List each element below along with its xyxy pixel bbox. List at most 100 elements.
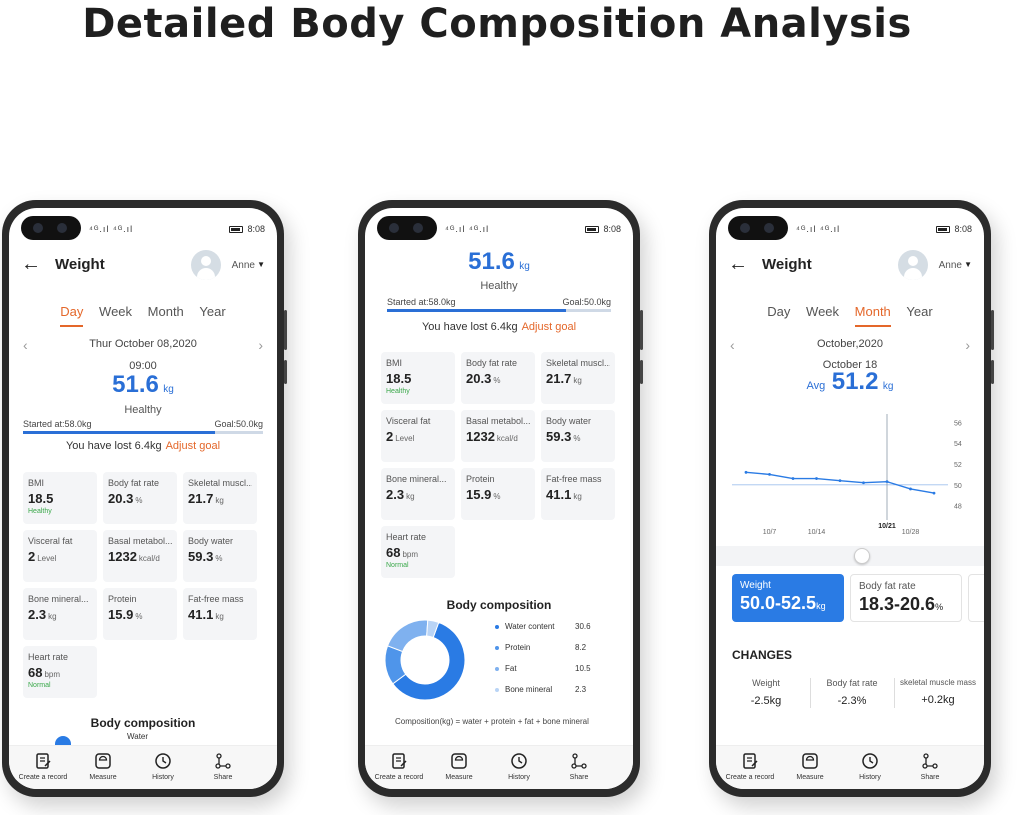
tab-month[interactable]: Month <box>147 304 184 319</box>
metric-unit: % <box>135 496 143 505</box>
front-camera <box>377 216 437 240</box>
tab-year[interactable]: Year <box>199 304 226 319</box>
chevron-left-icon[interactable]: ‹ <box>23 337 28 353</box>
tab-week[interactable]: Week <box>99 304 133 319</box>
user-name[interactable]: Anne <box>231 260 255 271</box>
caret-down-icon[interactable]: ▼ <box>964 260 972 269</box>
adjust-goal-link[interactable]: Adjust goal <box>165 440 221 452</box>
range-cards: Weight 50.0-52.5kg Body fat rate 18.3-20… <box>732 574 984 622</box>
back-arrow-icon[interactable]: ← <box>728 253 748 275</box>
data-point <box>885 480 889 484</box>
metric-number: 2 <box>28 549 36 564</box>
metric-value: 21.7 kg <box>188 491 252 506</box>
data-point <box>838 479 842 483</box>
tab-week[interactable]: Week <box>806 304 840 319</box>
phone-month-view: ⁴ᴳ.ıl ⁴ᴳ.ıl 8:08 ← Weight Anne ▼ Day Wee… <box>709 200 994 797</box>
nav-history[interactable]: History <box>840 752 900 781</box>
chart-scrubber-handle[interactable] <box>854 548 870 564</box>
card-fat-value: 18.3-20.6% <box>859 594 953 615</box>
chevron-right-icon[interactable]: › <box>258 337 263 353</box>
chevron-right-icon[interactable]: › <box>965 337 970 353</box>
card-fat-range[interactable]: Body fat rate 18.3-20.6% <box>850 574 962 622</box>
metric-card[interactable]: Bone mineral... 2.3 kg <box>381 468 455 520</box>
nav-measure[interactable]: Measure <box>73 752 133 781</box>
metric-card[interactable]: BMI 18.5 Healthy <box>381 352 455 404</box>
nav-measure[interactable]: Measure <box>780 752 840 781</box>
avatar[interactable] <box>191 250 221 280</box>
metric-card[interactable]: Skeletal muscl... 21.7 kg <box>541 352 615 404</box>
tab-month[interactable]: Month <box>854 304 891 327</box>
metric-value: 2.3 kg <box>386 487 450 502</box>
metric-label: BMI <box>386 358 403 368</box>
card-weight-range[interactable]: Weight 50.0-52.5kg <box>732 574 844 622</box>
metric-card[interactable]: Basal metabol... 1232 kcal/d <box>103 530 177 582</box>
nav-history[interactable]: History <box>133 752 193 781</box>
data-point <box>791 477 795 480</box>
back-arrow-icon[interactable]: ← <box>21 253 41 275</box>
metric-value: 2 Level <box>28 549 92 564</box>
metrics-grid: BMI 18.5 Healthy Body fat rate 20.3% Skeletal… <box>23 472 259 702</box>
adjust-goal-link[interactable]: Adjust goal <box>521 321 577 333</box>
nav-create-record[interactable]: Create a record <box>720 752 780 781</box>
user-name[interactable]: Anne <box>938 260 962 271</box>
screen: ⁴ᴳ.ıl ⁴ᴳ.ıl 8:08 ← Weight Anne ▼ Day Wee… <box>9 208 277 789</box>
scale-icon <box>802 753 818 769</box>
metric-card[interactable]: Body fat rate 20.3% <box>103 472 177 524</box>
legend-item: Fat 10.5 <box>495 664 605 684</box>
metric-card[interactable]: Body water 59.3% <box>183 530 257 582</box>
metric-card[interactable]: Skeletal muscl... 21.7 kg <box>183 472 257 524</box>
divider <box>894 678 895 708</box>
metric-card[interactable]: Protein 15.9% <box>103 588 177 640</box>
metric-number: 18.5 <box>28 491 54 506</box>
nav-create-record[interactable]: Create a record <box>13 752 73 781</box>
metric-label: Basal metabol... <box>466 416 530 426</box>
status-time: 8:08 <box>603 224 621 234</box>
tab-year[interactable]: Year <box>906 304 933 319</box>
clock-icon <box>511 753 527 769</box>
weight-trend-chart[interactable]: 48 50 52 54 56 10/7 10/14 10/21 10/28 <box>726 404 978 554</box>
metric-card[interactable]: Protein 15.9% <box>461 468 535 520</box>
metric-card[interactable]: Heart rate 68 bpm Normal <box>23 646 97 698</box>
metric-card[interactable]: Visceral fat 2 Level <box>381 410 455 462</box>
nav-history-label: History <box>508 774 530 781</box>
card-next-peek[interactable] <box>968 574 984 622</box>
metric-number: 59.3 <box>546 429 572 444</box>
metric-status: Healthy <box>28 508 52 515</box>
change-fat-value: -2.3% <box>837 695 867 707</box>
nav-history[interactable]: History <box>489 752 549 781</box>
metric-card[interactable]: Fat-free mass 41.1 kg <box>183 588 257 640</box>
nav-share[interactable]: Share <box>549 752 609 781</box>
metric-value: 1232 kcal/d <box>466 429 530 444</box>
tab-day[interactable]: Day <box>60 304 84 327</box>
chevron-left-icon[interactable]: ‹ <box>730 337 735 353</box>
health-status: Healthy <box>480 280 518 292</box>
status-time: 8:08 <box>247 224 265 234</box>
metric-card[interactable]: BMI 18.5 Healthy <box>23 472 97 524</box>
avatar[interactable] <box>898 250 928 280</box>
signal-icon: ⁴ᴳ.ıl ⁴ᴳ.ıl <box>796 224 841 234</box>
metric-card[interactable]: Body fat rate 20.3% <box>461 352 535 404</box>
metric-card[interactable]: Heart rate 68 bpm Normal <box>381 526 455 578</box>
goal-end: Goal:50.0kg <box>562 297 611 307</box>
metric-label: Fat-free mass <box>188 594 244 604</box>
nav-create-record[interactable]: Create a record <box>369 752 429 781</box>
metric-unit: kg <box>573 376 582 385</box>
metric-card[interactable]: Basal metabol... 1232 kcal/d <box>461 410 535 462</box>
lost-text: You have lost 6.4kg <box>421 321 518 333</box>
battery-icon <box>936 226 950 233</box>
metric-card[interactable]: Body water 59.3% <box>541 410 615 462</box>
status-time: 8:08 <box>954 224 972 234</box>
tab-day[interactable]: Day <box>767 304 791 319</box>
metric-card[interactable]: Fat-free mass 41.1 kg <box>541 468 615 520</box>
metric-value: 41.1 kg <box>546 487 610 502</box>
changes-title: CHANGES <box>732 648 793 662</box>
metric-card[interactable]: Visceral fat 2 Level <box>23 530 97 582</box>
metric-card[interactable]: Bone mineral... 2.3 kg <box>23 588 97 640</box>
nav-measure[interactable]: Measure <box>429 752 489 781</box>
caret-down-icon[interactable]: ▼ <box>257 260 265 269</box>
metric-label: Visceral fat <box>28 536 73 546</box>
metric-number: 59.3 <box>188 549 214 564</box>
nav-share[interactable]: Share <box>900 752 960 781</box>
legend-swatch <box>495 667 499 671</box>
nav-share[interactable]: Share <box>193 752 253 781</box>
